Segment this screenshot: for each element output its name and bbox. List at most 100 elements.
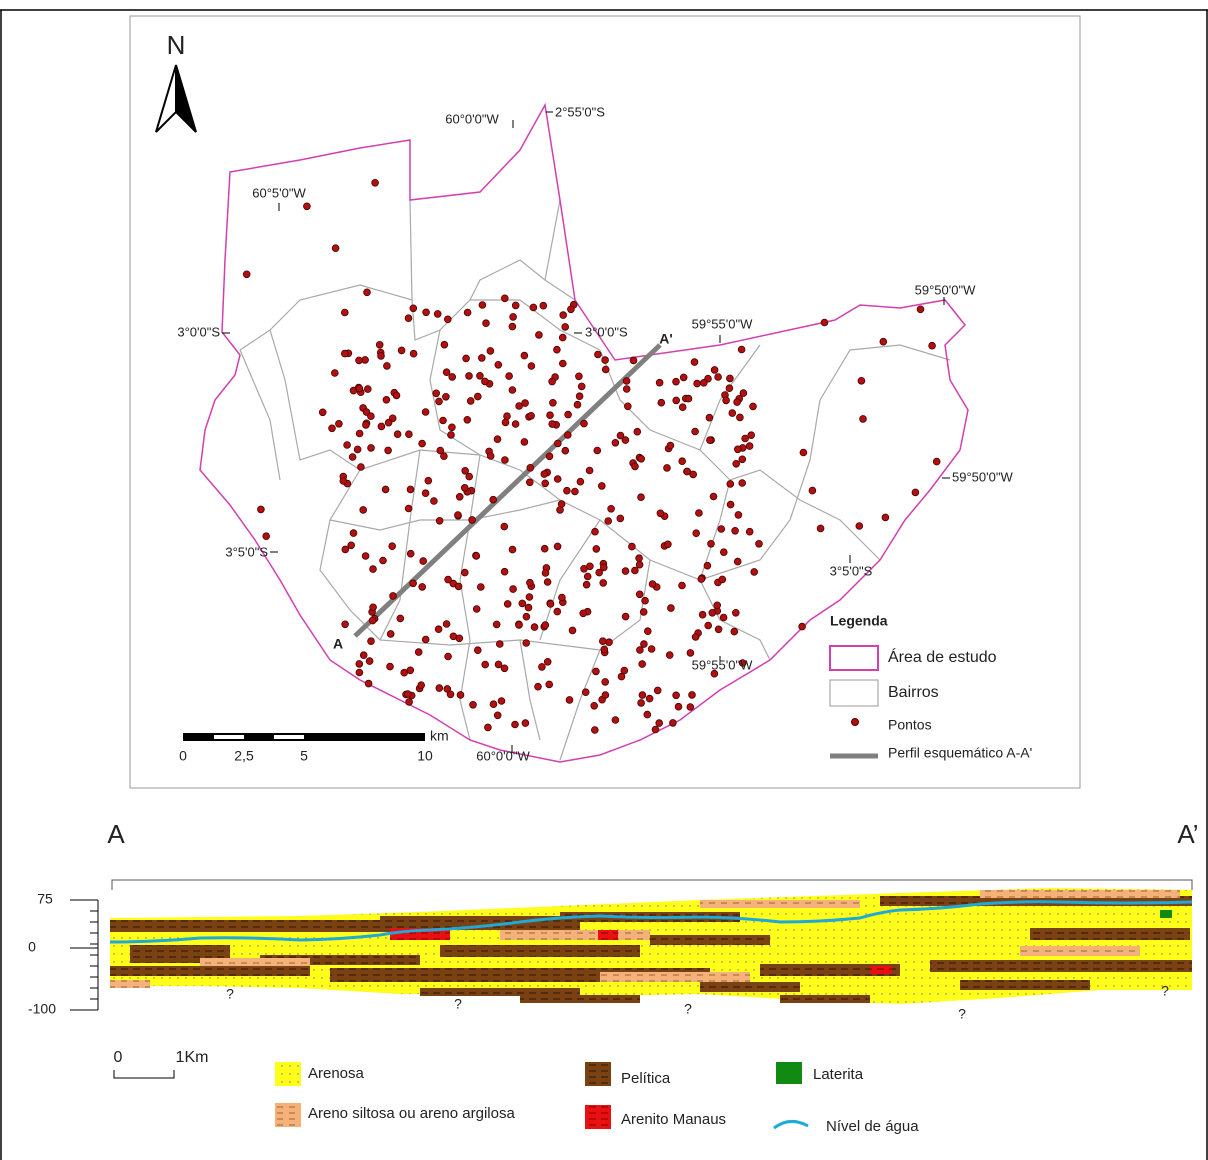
- sample-point: [612, 439, 619, 446]
- sample-point: [482, 378, 489, 385]
- sample-point: [528, 412, 535, 419]
- sample-point: [539, 664, 546, 671]
- layer-band: [420, 988, 580, 996]
- sample-point: [336, 420, 343, 427]
- sample-point: [525, 604, 532, 611]
- sample-point: [449, 374, 456, 381]
- sample-point: [605, 518, 612, 525]
- layer-band: [500, 930, 650, 940]
- sample-point: [612, 717, 619, 724]
- sample-point: [739, 456, 746, 463]
- sample-point: [666, 652, 673, 659]
- sample-point: [502, 419, 509, 426]
- sample-point: [341, 350, 348, 357]
- coordinate-label: 59°55'0"W: [692, 657, 753, 672]
- sample-point: [569, 627, 576, 634]
- sample-point: [344, 442, 351, 449]
- sample-point: [602, 357, 609, 364]
- sample-point: [664, 465, 671, 472]
- sample-point: [750, 403, 757, 410]
- sample-point: [434, 311, 441, 318]
- sample-point: [652, 726, 659, 733]
- sample-point: [667, 442, 674, 449]
- sample-point: [522, 400, 529, 407]
- sample-point: [382, 486, 389, 493]
- section-axis: [70, 900, 98, 1010]
- sample-point: [638, 455, 645, 462]
- sample-point: [473, 606, 480, 613]
- scale-label: 5: [300, 748, 308, 764]
- section-scale-label: 1Km: [176, 1049, 209, 1066]
- sample-point: [710, 493, 717, 500]
- sample-point: [485, 724, 492, 731]
- sample-point: [727, 481, 734, 488]
- sample-point: [578, 383, 585, 390]
- sample-point: [559, 360, 566, 367]
- sample-point: [487, 348, 494, 355]
- legend-label: Área de estudo: [888, 647, 997, 666]
- sample-point: [564, 432, 571, 439]
- sample-point: [554, 476, 561, 483]
- sample-point: [656, 379, 663, 386]
- sample-point: [410, 305, 417, 312]
- scale-label: 10: [417, 748, 433, 764]
- sample-point: [706, 414, 713, 421]
- sample-point: [720, 549, 727, 556]
- sample-point: [673, 378, 680, 385]
- sample-point: [393, 392, 400, 399]
- legend-label: Arenito Manaus: [621, 1111, 726, 1128]
- sample-point: [540, 302, 547, 309]
- sample-point: [917, 306, 924, 313]
- legend-swatch: [774, 1121, 808, 1128]
- sample-point: [340, 478, 347, 485]
- layer-band: [870, 966, 892, 974]
- sample-point: [456, 635, 463, 642]
- layer-band: [980, 890, 1180, 898]
- sample-point: [729, 410, 736, 417]
- sample-point: [463, 355, 470, 362]
- sample-point: [641, 641, 648, 648]
- sample-point: [748, 432, 755, 439]
- unknown-mark: ?: [226, 986, 234, 1002]
- sample-point: [547, 601, 554, 608]
- sample-point: [608, 505, 615, 512]
- sample-point: [445, 653, 452, 660]
- sample-point: [692, 428, 699, 435]
- sample-point: [549, 378, 556, 385]
- sample-point: [331, 370, 338, 377]
- sample-point: [435, 626, 442, 633]
- sample-point: [586, 467, 593, 474]
- sample-point: [443, 621, 450, 628]
- sample-point: [360, 652, 367, 659]
- sample-point: [385, 419, 392, 426]
- layer-band: [110, 920, 410, 932]
- sample-point: [554, 440, 561, 447]
- sample-point: [699, 611, 706, 618]
- sample-point: [494, 712, 501, 719]
- sample-point: [523, 640, 530, 647]
- sample-point: [860, 416, 867, 423]
- sample-point: [680, 374, 687, 381]
- sample-point: [437, 447, 444, 454]
- axis-label: 0: [28, 939, 36, 955]
- sample-point: [474, 647, 481, 654]
- sample-point: [690, 471, 697, 478]
- legend-swatch: [275, 1062, 301, 1086]
- legend-swatch: [776, 1062, 802, 1084]
- layer-band: [1020, 946, 1140, 956]
- sample-point: [621, 667, 628, 674]
- sample-point: [639, 692, 646, 699]
- layer-laterita: [1160, 910, 1172, 918]
- sample-point: [404, 691, 411, 698]
- sample-point: [689, 692, 696, 699]
- profile-end: A: [333, 636, 343, 652]
- sample-point: [617, 432, 624, 439]
- sample-point: [933, 458, 940, 465]
- sample-point: [692, 634, 699, 641]
- sample-point: [599, 638, 606, 645]
- sample-point: [584, 573, 591, 580]
- sample-point: [596, 569, 603, 576]
- sample-point: [727, 375, 734, 382]
- sample-point: [482, 661, 489, 668]
- sample-point: [602, 366, 609, 373]
